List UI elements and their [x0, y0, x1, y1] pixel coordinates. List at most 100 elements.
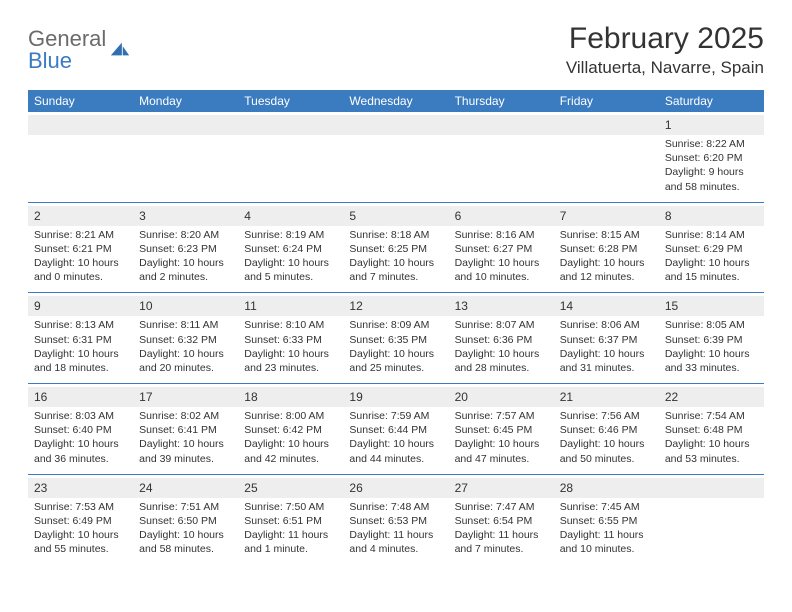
daynum-row: [28, 115, 133, 135]
day-number: [34, 118, 37, 132]
week-row: 1 Sunrise: 8:22 AMSunset: 6:20 PMDaylight…: [28, 112, 764, 202]
logo: General Blue: [28, 22, 131, 72]
week-row: 9 Sunrise: 8:13 AMSunset: 6:31 PMDaylight…: [28, 292, 764, 383]
logo-text-gray: General: [28, 28, 106, 50]
day-cell: 1 Sunrise: 8:22 AMSunset: 6:20 PMDaylight…: [659, 112, 764, 202]
daynum-row: 12: [343, 296, 448, 316]
daynum-row: 9: [28, 296, 133, 316]
daynum-row: 26: [343, 478, 448, 498]
day-info: Sunrise: 7:45 AMSunset: 6:55 PMDaylight:…: [560, 500, 653, 557]
daynum-row: 3: [133, 206, 238, 226]
day-number: [244, 118, 247, 132]
day-number: 7: [560, 209, 567, 223]
daynum-row: 5: [343, 206, 448, 226]
day-cell: 5Sunrise: 8:18 AMSunset: 6:25 PMDaylight…: [343, 203, 448, 293]
daynum-row: 22: [659, 387, 764, 407]
day-number: 1: [665, 118, 672, 132]
day-cell: 7Sunrise: 8:15 AMSunset: 6:28 PMDaylight…: [554, 203, 659, 293]
day-number: 22: [665, 390, 678, 404]
day-cell: 24Sunrise: 7:51 AMSunset: 6:50 PMDayligh…: [133, 475, 238, 565]
day-cell: 10Sunrise: 8:11 AMSunset: 6:32 PMDayligh…: [133, 293, 238, 383]
daynum-row: 2: [28, 206, 133, 226]
dayhead-sat: Saturday: [659, 90, 764, 112]
day-info: Sunrise: 7:48 AMSunset: 6:53 PMDaylight:…: [349, 500, 442, 557]
location: Villatuerta, Navarre, Spain: [566, 58, 764, 78]
day-cell: 26Sunrise: 7:48 AMSunset: 6:53 PMDayligh…: [343, 475, 448, 565]
empty-cell: [28, 112, 133, 202]
day-number: 23: [34, 481, 47, 495]
day-header-row: Sunday Monday Tuesday Wednesday Thursday…: [28, 90, 764, 112]
day-number: [139, 118, 142, 132]
day-cell: 17Sunrise: 8:02 AMSunset: 6:41 PMDayligh…: [133, 384, 238, 474]
day-info: Sunrise: 7:47 AMSunset: 6:54 PMDaylight:…: [455, 500, 548, 557]
day-info: Sunrise: 8:14 AMSunset: 6:29 PMDaylight:…: [665, 228, 758, 285]
daynum-row: 17: [133, 387, 238, 407]
day-cell: 15Sunrise: 8:05 AMSunset: 6:39 PMDayligh…: [659, 293, 764, 383]
title-block: February 2025 Villatuerta, Navarre, Spai…: [566, 22, 764, 78]
dayhead-mon: Monday: [133, 90, 238, 112]
day-cell: 6Sunrise: 8:16 AMSunset: 6:27 PMDaylight…: [449, 203, 554, 293]
day-number: 24: [139, 481, 152, 495]
logo-sail-icon: [109, 40, 131, 58]
day-info: Sunrise: 8:09 AMSunset: 6:35 PMDaylight:…: [349, 318, 442, 375]
day-number: [349, 118, 352, 132]
empty-cell: [449, 112, 554, 202]
day-cell: 22 Sunrise: 7:54 AMSunset: 6:48 PMDayligh…: [659, 384, 764, 474]
daynum-row: 14: [554, 296, 659, 316]
day-number: 20: [455, 390, 468, 404]
day-cell: 8Sunrise: 8:14 AMSunset: 6:29 PMDaylight…: [659, 203, 764, 293]
dayhead-fri: Friday: [554, 90, 659, 112]
day-number: 5: [349, 209, 356, 223]
dayhead-sun: Sunday: [28, 90, 133, 112]
day-cell: 14Sunrise: 8:06 AMSunset: 6:37 PMDayligh…: [554, 293, 659, 383]
daynum-row: [449, 115, 554, 135]
day-cell: 9 Sunrise: 8:13 AMSunset: 6:31 PMDaylight…: [28, 293, 133, 383]
day-info: Sunrise: 8:10 AMSunset: 6:33 PMDaylight:…: [244, 318, 337, 375]
day-info: Sunrise: 7:54 AMSunset: 6:48 PMDaylight:…: [665, 409, 758, 466]
day-number: 12: [349, 299, 362, 313]
daynum-row: 16: [28, 387, 133, 407]
day-cell: 13 Sunrise: 8:07 AMSunset: 6:36 PMDayligh…: [449, 293, 554, 383]
day-info: Sunrise: 7:57 AMSunset: 6:45 PMDaylight:…: [455, 409, 548, 466]
day-cell: 23 Sunrise: 7:53 AMSunset: 6:49 PMDayligh…: [28, 475, 133, 565]
day-cell: 27Sunrise: 7:47 AMSunset: 6:54 PMDayligh…: [449, 475, 554, 565]
daynum-row: 8: [659, 206, 764, 226]
empty-cell: [554, 112, 659, 202]
day-info: Sunrise: 8:02 AMSunset: 6:41 PMDaylight:…: [139, 409, 232, 466]
daynum-row: 4: [238, 206, 343, 226]
daynum-row: 11: [238, 296, 343, 316]
daynum-row: 20: [449, 387, 554, 407]
day-info: Sunrise: 8:11 AMSunset: 6:32 PMDaylight:…: [139, 318, 232, 375]
day-info: Sunrise: 8:19 AMSunset: 6:24 PMDaylight:…: [244, 228, 337, 285]
day-number: 6: [455, 209, 462, 223]
day-info: Sunrise: 7:50 AMSunset: 6:51 PMDaylight:…: [244, 500, 337, 557]
day-cell: 16Sunrise: 8:03 AMSunset: 6:40 PMDayligh…: [28, 384, 133, 474]
daynum-row: 7: [554, 206, 659, 226]
day-info: Sunrise: 8:05 AMSunset: 6:39 PMDaylight:…: [665, 318, 758, 375]
daynum-row: [133, 115, 238, 135]
month-title: February 2025: [566, 22, 764, 56]
day-info: Sunrise: 8:13 AMSunset: 6:31 PMDaylight:…: [34, 318, 127, 375]
dayhead-wed: Wednesday: [343, 90, 448, 112]
daynum-row: 19: [343, 387, 448, 407]
day-number: [665, 481, 668, 495]
day-info: Sunrise: 8:22 AMSunset: 6:20 PMDaylight:…: [665, 137, 758, 194]
day-info: Sunrise: 8:06 AMSunset: 6:37 PMDaylight:…: [560, 318, 653, 375]
calendar: Sunday Monday Tuesday Wednesday Thursday…: [28, 90, 764, 564]
empty-cell: [343, 112, 448, 202]
daynum-row: 23: [28, 478, 133, 498]
day-info: Sunrise: 7:59 AMSunset: 6:44 PMDaylight:…: [349, 409, 442, 466]
day-number: 28: [560, 481, 573, 495]
day-info: Sunrise: 8:07 AMSunset: 6:36 PMDaylight:…: [455, 318, 548, 375]
daynum-row: 21: [554, 387, 659, 407]
daynum-row: 6: [449, 206, 554, 226]
week-row: 23 Sunrise: 7:53 AMSunset: 6:49 PMDayligh…: [28, 474, 764, 565]
day-number: 9: [34, 299, 41, 313]
day-info: Sunrise: 8:03 AMSunset: 6:40 PMDaylight:…: [34, 409, 127, 466]
day-number: 13: [455, 299, 468, 313]
weeks-container: 1 Sunrise: 8:22 AMSunset: 6:20 PMDaylight…: [28, 112, 764, 564]
dayhead-tue: Tuesday: [238, 90, 343, 112]
empty-cell: [133, 112, 238, 202]
day-info: Sunrise: 7:53 AMSunset: 6:49 PMDaylight:…: [34, 500, 127, 557]
day-cell: 3Sunrise: 8:20 AMSunset: 6:23 PMDaylight…: [133, 203, 238, 293]
